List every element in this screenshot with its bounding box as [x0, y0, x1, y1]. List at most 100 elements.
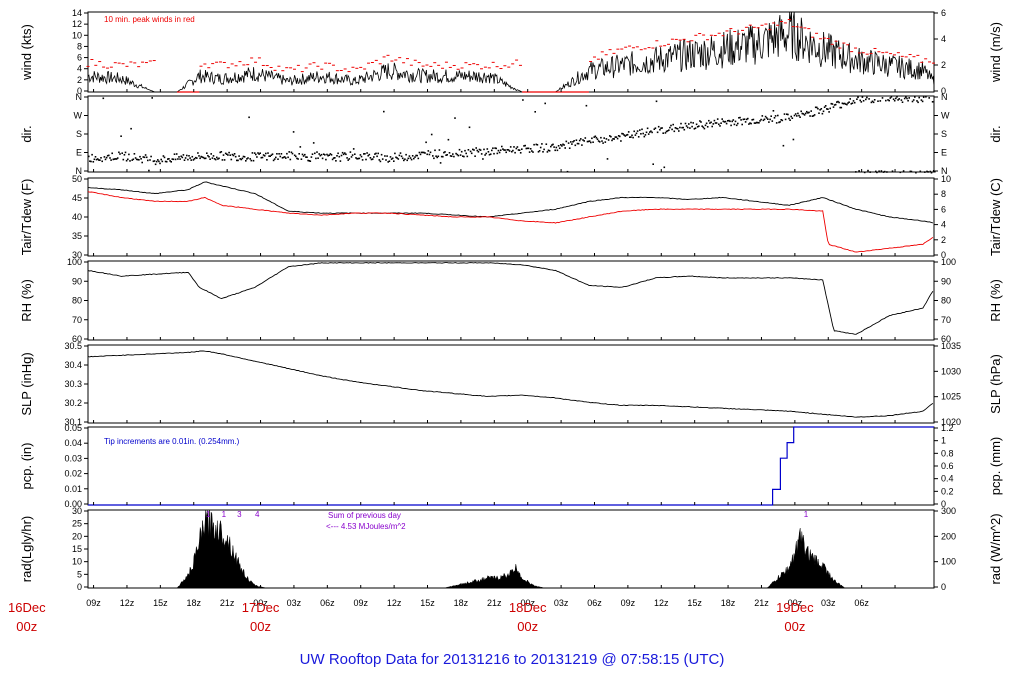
direction-point	[226, 153, 228, 155]
direction-point	[852, 100, 855, 102]
direction-point	[473, 149, 475, 151]
direction-point	[516, 146, 519, 148]
direction-point	[410, 158, 413, 161]
direction-point	[868, 98, 870, 100]
direction-point	[588, 140, 591, 142]
x-tick-label: 15z	[420, 598, 435, 608]
direction-point	[434, 149, 436, 152]
y-axis-label: rad(Lgly/hr)	[19, 516, 34, 582]
direction-point	[265, 152, 267, 155]
direction-point	[276, 153, 278, 155]
direction-point	[688, 123, 690, 125]
direction-point	[368, 153, 371, 156]
direction-point	[651, 131, 653, 134]
panel-frame-temp	[87, 177, 935, 257]
direction-point	[586, 140, 589, 143]
direction-point	[531, 150, 533, 152]
direction-point	[430, 133, 433, 136]
direction-point	[615, 136, 618, 138]
direction-point	[369, 157, 372, 159]
direction-point	[460, 150, 463, 153]
direction-point	[224, 152, 227, 155]
direction-point	[790, 115, 792, 118]
direction-point	[895, 97, 897, 100]
direction-point	[374, 153, 376, 155]
panel-annotation: Tip increments are 0.01in. (0.254mm.)	[104, 437, 240, 446]
direction-point	[580, 138, 582, 140]
direction-point	[223, 159, 226, 161]
direction-point	[325, 158, 327, 161]
direction-point	[812, 115, 815, 117]
direction-point	[93, 158, 96, 161]
direction-point	[529, 148, 532, 150]
direction-point	[125, 159, 128, 162]
direction-point	[310, 156, 313, 158]
direction-point	[597, 140, 600, 142]
y-tick-label: 20	[72, 531, 82, 541]
direction-point	[248, 116, 250, 119]
direction-point	[456, 153, 459, 156]
direction-point	[139, 155, 141, 158]
direction-point	[363, 153, 365, 155]
direction-point	[630, 136, 632, 138]
direction-point	[358, 157, 361, 160]
direction-point	[659, 128, 661, 131]
direction-point	[606, 158, 609, 160]
direction-point	[465, 152, 467, 155]
direction-point	[177, 158, 179, 160]
direction-point	[258, 153, 260, 155]
direction-point	[850, 103, 853, 105]
direction-point	[506, 149, 509, 151]
direction-point	[684, 122, 687, 125]
direction-point	[890, 96, 893, 98]
direction-point	[199, 157, 201, 160]
direction-point	[131, 159, 133, 161]
y-right-tick-label: N	[941, 92, 948, 102]
direction-point	[191, 155, 194, 158]
direction-point	[242, 155, 245, 158]
direction-point	[479, 149, 482, 151]
direction-point	[232, 154, 235, 157]
direction-point	[772, 110, 775, 112]
direction-point	[926, 170, 928, 173]
direction-point	[109, 157, 111, 159]
y-axis-label: wind (kts)	[19, 24, 34, 81]
direction-point	[699, 120, 701, 122]
direction-point	[676, 128, 679, 130]
direction-point	[910, 170, 913, 173]
direction-point	[881, 97, 884, 99]
x-tick-label: 21z	[754, 598, 769, 608]
direction-point	[446, 154, 448, 156]
direction-point	[100, 157, 102, 159]
direction-point	[497, 149, 500, 152]
direction-point	[817, 107, 819, 110]
direction-point	[231, 153, 234, 156]
direction-point	[565, 140, 568, 143]
direction-point	[297, 158, 299, 160]
direction-point	[237, 159, 239, 162]
direction-point	[316, 151, 318, 153]
direction-point	[669, 126, 671, 129]
x-tick-label: 03z	[554, 598, 569, 608]
direction-point	[872, 101, 875, 104]
direction-point	[525, 147, 528, 150]
direction-point	[610, 135, 612, 138]
direction-point	[793, 114, 796, 117]
direction-point	[719, 125, 721, 127]
direction-point	[666, 130, 669, 132]
y-right-tick-label: 1.2	[941, 423, 954, 433]
direction-point	[647, 133, 650, 135]
direction-point	[735, 124, 738, 127]
direction-point	[528, 151, 531, 153]
direction-point	[424, 152, 426, 154]
direction-point	[334, 157, 336, 159]
direction-point	[721, 118, 723, 120]
y-tick-label: 14	[72, 8, 82, 18]
y-right-axis-label: RH (%)	[988, 279, 1003, 322]
direction-point	[670, 124, 672, 127]
direction-point	[789, 119, 791, 121]
direction-point	[553, 146, 555, 148]
direction-point	[261, 156, 264, 159]
direction-point	[844, 103, 847, 105]
direction-point	[916, 100, 918, 102]
